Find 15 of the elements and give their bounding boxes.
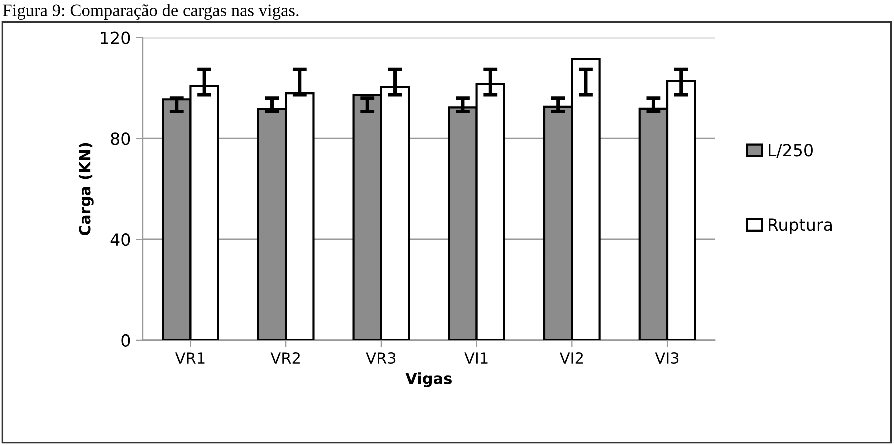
x-tick-label: VI2 — [560, 352, 583, 364]
x-tick-label: VI3 — [655, 352, 679, 364]
chart-title: Figura 9: Comparação de cargas nas vigas. — [3, 4, 299, 20]
x-tick-label: VI1 — [464, 352, 488, 364]
y-tick-label: 0 — [122, 334, 130, 347]
y-tick-label: 40 — [110, 234, 130, 246]
legend-label: Ruptura — [769, 218, 832, 234]
y-axis-title: Carga (KN) — [78, 143, 94, 236]
x-tick-label: VR2 — [270, 352, 300, 364]
x-tick-label: VR3 — [366, 352, 396, 364]
x-tick-label: VR1 — [175, 352, 205, 364]
y-tick-label: 120 — [101, 32, 130, 44]
y-tick-label: 80 — [111, 132, 130, 146]
legend-label: L/250 — [769, 144, 813, 158]
x-axis-title: Vigas — [406, 372, 452, 388]
